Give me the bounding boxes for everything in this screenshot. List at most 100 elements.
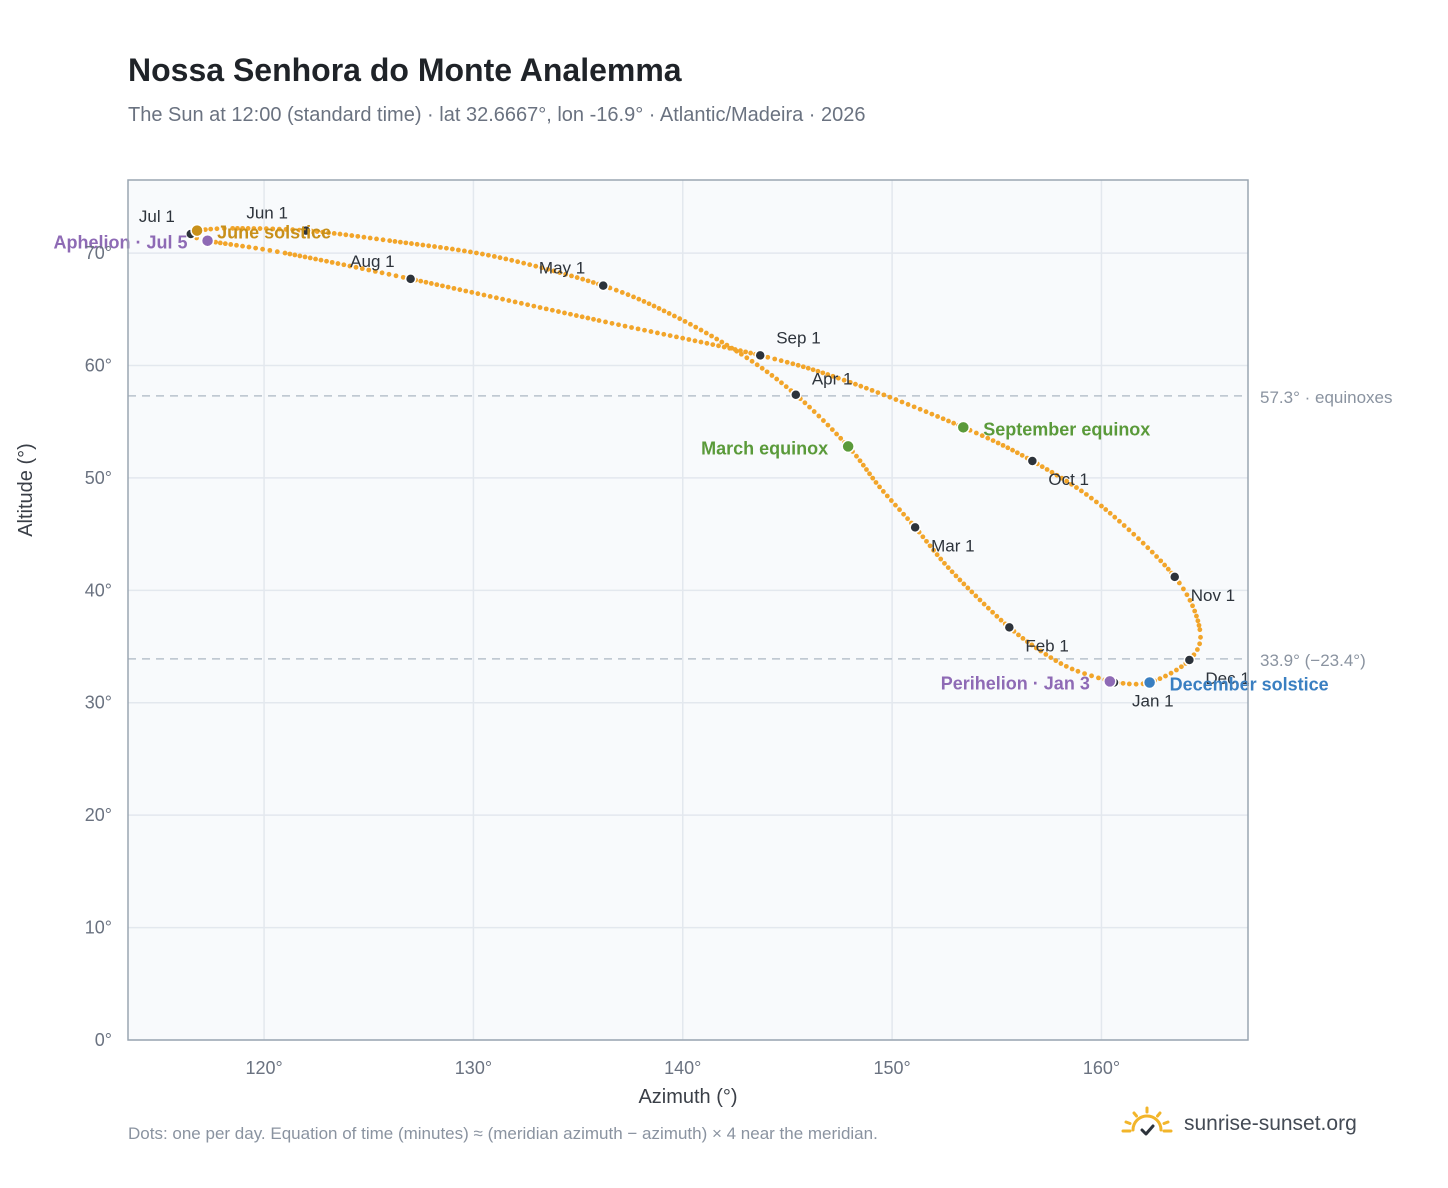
daily-dot <box>946 418 951 424</box>
daily-dot <box>917 406 923 412</box>
event-label: Perihelion · Jan 3 <box>941 673 1090 693</box>
daily-dot <box>1131 531 1137 537</box>
daily-dot <box>361 234 367 240</box>
daily-dot <box>686 337 692 342</box>
daily-dot <box>800 364 806 370</box>
daily-dot <box>990 609 995 615</box>
daily-dot <box>591 316 596 322</box>
daily-dot <box>749 358 755 364</box>
daily-dot <box>1121 523 1127 528</box>
brand[interactable]: sunrise-sunset.org <box>1120 1100 1357 1148</box>
daily-dot <box>973 593 979 599</box>
daily-dot <box>202 227 208 232</box>
daily-dot <box>380 237 386 243</box>
daily-dot <box>486 252 491 258</box>
daily-dot <box>318 257 324 263</box>
daily-dot <box>573 313 579 318</box>
daily-dot <box>1069 481 1074 487</box>
event-marker <box>841 439 855 454</box>
daily-dot <box>557 270 563 275</box>
daily-dot <box>580 276 586 282</box>
daily-dot <box>445 284 451 290</box>
daily-dot <box>995 440 1001 446</box>
daily-dot <box>512 299 518 305</box>
plot-area <box>128 180 1248 1040</box>
daily-dot <box>1089 673 1094 679</box>
daily-dot <box>709 333 714 339</box>
daily-dot <box>475 291 481 297</box>
daily-dot <box>1112 514 1118 520</box>
daily-dot <box>1029 642 1035 648</box>
daily-dot <box>661 308 667 314</box>
daily-dot <box>682 319 688 324</box>
daily-dot <box>253 245 259 251</box>
daily-dot <box>680 335 686 341</box>
daily-dot <box>418 278 424 284</box>
daily-dot <box>764 369 770 375</box>
y-tick-label: 50° <box>85 468 112 488</box>
daily-dot <box>240 243 245 249</box>
daily-dot <box>329 259 335 265</box>
daily-dot <box>563 271 569 277</box>
daily-dot <box>414 241 420 247</box>
daily-dot <box>331 230 337 236</box>
daily-dot <box>698 339 704 345</box>
month-marker <box>790 388 802 401</box>
daily-dot <box>783 384 789 390</box>
daily-dot <box>335 261 341 266</box>
daily-dot <box>732 347 738 352</box>
daily-dot <box>873 480 879 485</box>
daily-dot <box>1117 518 1122 524</box>
month-label: Dec 1 <box>1205 669 1249 688</box>
month-label: Jul 1 <box>139 207 175 226</box>
daily-dot <box>337 231 343 237</box>
daily-dot <box>920 534 926 540</box>
daily-dot <box>1179 664 1184 670</box>
daily-dot <box>905 516 910 522</box>
daily-dot <box>692 338 698 344</box>
daily-dot <box>549 307 555 313</box>
event-marker <box>190 223 204 238</box>
brand-name: sunrise-sunset.org <box>1184 1112 1357 1135</box>
daily-dot <box>1059 475 1065 481</box>
daily-dot <box>1099 503 1104 509</box>
daily-dot <box>985 605 991 611</box>
daily-dot <box>860 462 866 468</box>
daily-dot <box>1039 464 1045 470</box>
daily-dot <box>270 226 276 232</box>
footnote: Dots: one per day. Equation of time (min… <box>128 1124 878 1143</box>
daily-dot <box>1024 639 1030 645</box>
daily-dot <box>784 359 790 365</box>
daily-dot <box>297 253 303 259</box>
daily-dot <box>714 336 720 342</box>
daily-dot <box>727 345 733 351</box>
daily-dot <box>693 324 699 330</box>
daily-dot <box>949 569 955 575</box>
daily-dot <box>234 242 239 248</box>
axis-ticks: 120° 130° 140° 150° 160° 0° 10° 20° 30° 40° 50° 60°… <box>85 243 1120 1078</box>
daily-dot <box>825 422 831 428</box>
daily-dot <box>671 313 677 319</box>
daily-dot <box>457 287 463 293</box>
daily-dot <box>945 565 951 570</box>
daily-dot <box>631 294 636 300</box>
daily-dot <box>655 330 660 336</box>
daily-dot <box>257 226 263 231</box>
month-marker <box>404 273 417 285</box>
daily-dot <box>820 370 826 376</box>
daily-dot <box>518 300 524 306</box>
daily-dot <box>251 226 257 231</box>
daily-dot <box>235 225 240 231</box>
daily-dot <box>596 318 602 323</box>
daily-dot <box>795 362 801 368</box>
daily-dot <box>585 315 591 321</box>
month-label: Mar 1 <box>931 536 974 555</box>
daily-dot <box>267 247 273 253</box>
x-tick-label: 120° <box>245 1058 282 1078</box>
event-label: December solstice <box>1170 675 1329 695</box>
daily-dot <box>432 244 437 249</box>
daily-dot <box>1184 592 1190 598</box>
daily-dot <box>527 262 533 268</box>
daily-dot <box>449 246 455 252</box>
daily-dot <box>1075 668 1081 674</box>
